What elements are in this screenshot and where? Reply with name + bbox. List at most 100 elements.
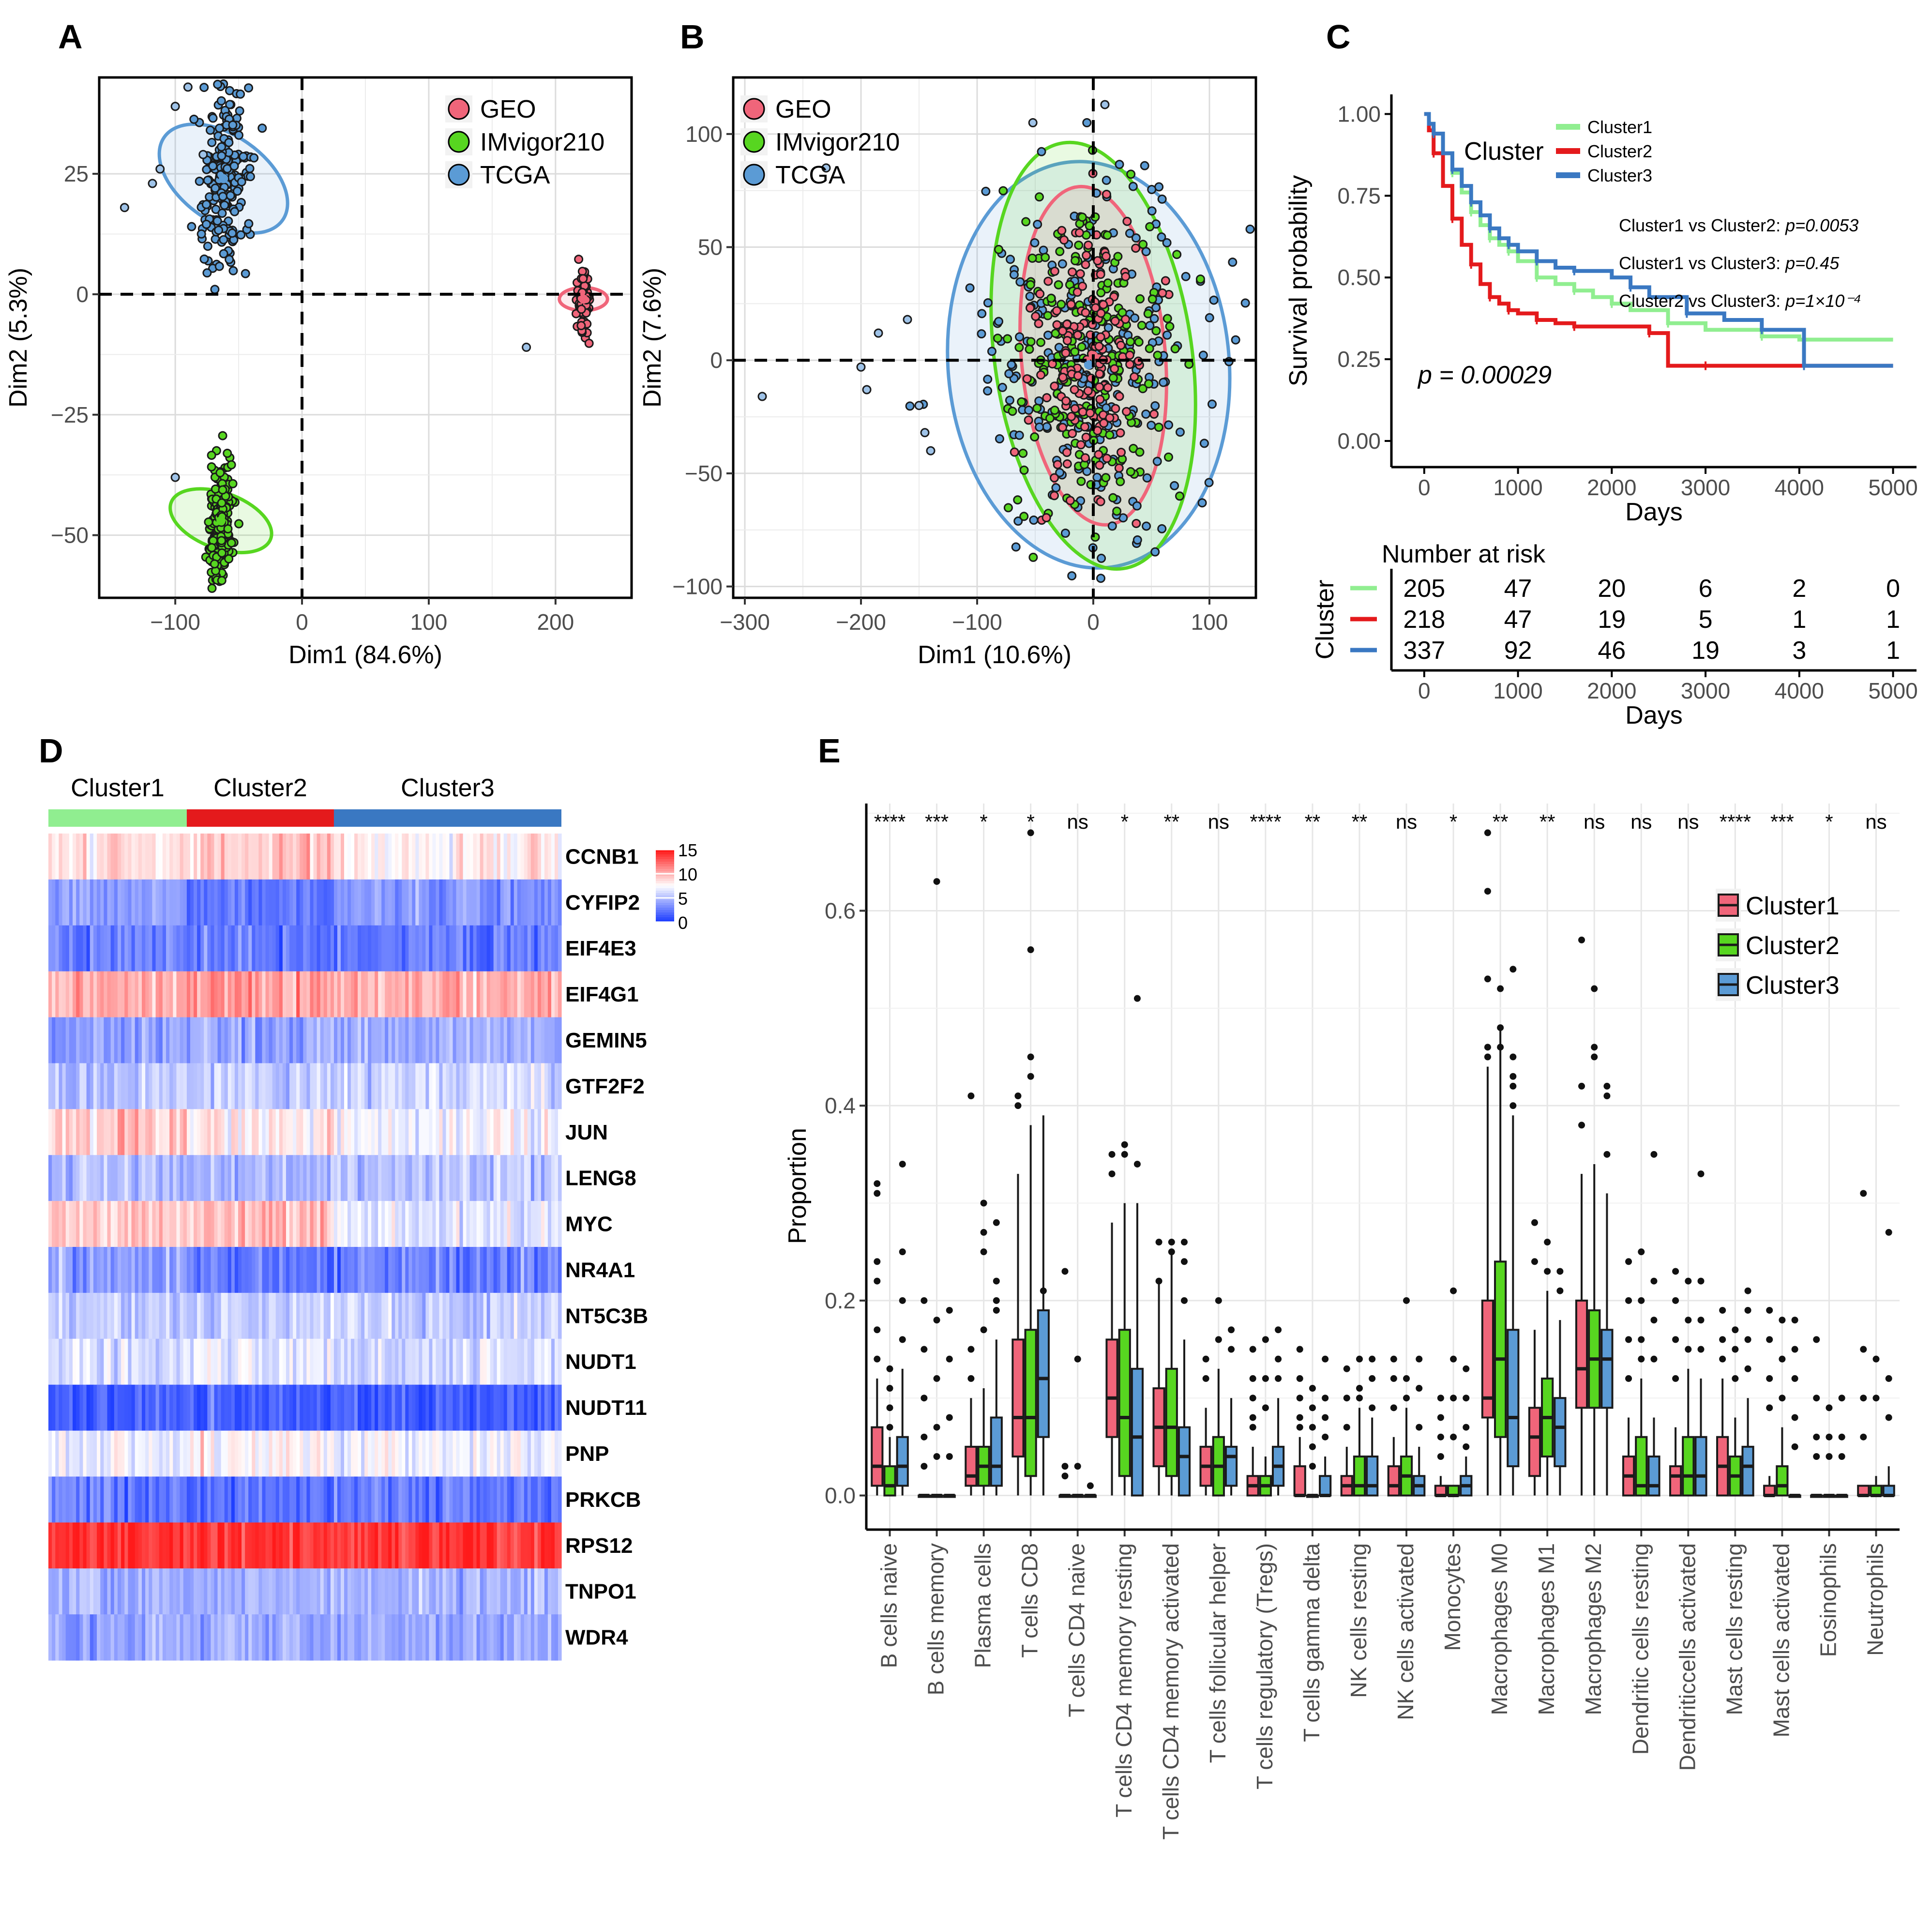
heatmap-row-gtf2f2	[48, 1063, 562, 1109]
data-point-imvigor210	[1045, 413, 1055, 423]
data-point-tcga	[235, 106, 244, 116]
heatmap-cell	[456, 1522, 460, 1569]
heatmap-cell	[375, 1063, 378, 1109]
data-point-tcga	[1204, 478, 1214, 487]
heatmap-cell	[517, 1247, 521, 1293]
heatmap-cell	[173, 1247, 177, 1293]
outlier-point	[899, 1336, 906, 1343]
heatmap-cell	[306, 834, 311, 880]
heatmap-cell	[255, 925, 259, 972]
heatmap-cell	[371, 1247, 375, 1293]
heatmap-cell	[347, 1063, 351, 1109]
outlier-point	[1791, 1346, 1798, 1353]
heatmap-cell	[473, 1155, 477, 1201]
box-cluster2	[1353, 1455, 1366, 1497]
data-point-geo	[1080, 453, 1090, 463]
outlier-point	[1403, 1375, 1410, 1382]
heatmap-cell	[381, 834, 385, 880]
heatmap-cell	[483, 1568, 487, 1615]
heatmap-cell	[544, 1109, 548, 1155]
box-cluster2	[1635, 1436, 1648, 1497]
heatmap-cell	[344, 1201, 348, 1247]
heatmap-cell	[303, 834, 307, 880]
outlier-point	[933, 1375, 940, 1382]
heatmap-cell	[79, 1109, 84, 1155]
heatmap-cell	[317, 1430, 321, 1477]
heatmap-cell	[62, 1292, 66, 1339]
heatmap-cell	[483, 834, 487, 880]
heatmap-cell	[456, 1338, 460, 1385]
heatmap-cell	[354, 1155, 358, 1201]
heatmap-cell	[73, 1430, 76, 1477]
data-point-tcga	[983, 386, 993, 395]
data-point-tcga	[1029, 515, 1039, 525]
heatmap-cell	[449, 1155, 453, 1201]
outlier-point	[1732, 1346, 1739, 1353]
heatmap-cell	[200, 1247, 204, 1293]
outlier-point	[821, 163, 831, 173]
outlier-point	[1215, 1336, 1222, 1343]
heatmap-cell	[517, 1430, 521, 1477]
heatmap-cell	[442, 1292, 447, 1339]
heatmap-cell	[337, 1247, 341, 1293]
heatmap-cell	[180, 1247, 184, 1293]
heatmap-cell	[303, 1292, 307, 1339]
heatmap-cell	[86, 1384, 91, 1431]
outlier-point	[933, 878, 940, 885]
heatmap-cell	[300, 1109, 303, 1155]
heatmap-cell	[211, 925, 215, 972]
outlier-point	[1249, 1414, 1256, 1421]
heatmap-cell	[124, 1247, 129, 1293]
heatmap-cell	[425, 925, 430, 972]
heatmap-cell	[419, 1109, 423, 1155]
heatmap-cell	[275, 1017, 280, 1064]
heatmap-cell	[422, 1063, 426, 1109]
heatmap-cell	[456, 879, 460, 926]
heatmap-cell	[83, 1476, 87, 1523]
heatmap-cell	[436, 1430, 440, 1477]
data-point-imvigor210	[223, 524, 233, 534]
heatmap-cell	[190, 1063, 194, 1109]
heatmap-cell	[388, 1109, 392, 1155]
heatmap-cell	[190, 925, 194, 972]
data-point-geo	[1061, 396, 1071, 406]
heatmap-cell	[537, 1430, 542, 1477]
heatmap-cell	[476, 879, 481, 926]
heatmap-cell	[128, 879, 132, 926]
heatmap-cell	[476, 1201, 481, 1247]
heatmap-cell	[69, 1201, 73, 1247]
heatmap-cell	[296, 1614, 300, 1661]
heatmap-cell	[207, 1430, 211, 1477]
heatmap-cell	[107, 1201, 111, 1247]
heatmap-cell	[439, 1522, 443, 1569]
heatmap-cell	[405, 879, 409, 926]
heatmap-cell	[104, 1247, 108, 1293]
significance-label: **	[1540, 810, 1555, 833]
heatmap-cell	[293, 1476, 297, 1523]
heatmap-cell	[480, 1430, 484, 1477]
data-point-imvigor210	[1026, 280, 1035, 289]
heatmap-row-nt5c3b	[48, 1292, 562, 1339]
heatmap-cell	[358, 1614, 362, 1661]
heatmap-cell	[296, 1063, 300, 1109]
heatmap-cell	[354, 1568, 358, 1615]
heatmap-cell	[497, 1109, 501, 1155]
heatmap-cell	[173, 1063, 177, 1109]
data-point-imvigor210	[207, 462, 216, 471]
heatmap-cell	[432, 971, 437, 1018]
heatmap-cell	[169, 1568, 173, 1615]
heatmap-cell	[289, 1338, 293, 1385]
heatmap-cell	[449, 1568, 453, 1615]
y-axis-title: Dim2 (7.6%)	[638, 268, 666, 408]
significance-label: *	[1449, 810, 1457, 833]
category-label: T cells CD4 naive	[1064, 1543, 1089, 1717]
data-point-imvigor210	[1126, 169, 1136, 179]
heatmap-cell	[395, 879, 399, 926]
heatmap-cell	[500, 1338, 504, 1385]
heatmap-cell	[135, 1338, 139, 1385]
heatmap-cell	[361, 1063, 365, 1109]
heatmap-cell	[252, 1017, 256, 1064]
heatmap-cell	[351, 1292, 355, 1339]
heatmap-cell	[463, 1384, 467, 1431]
heatmap-cell	[107, 1063, 111, 1109]
